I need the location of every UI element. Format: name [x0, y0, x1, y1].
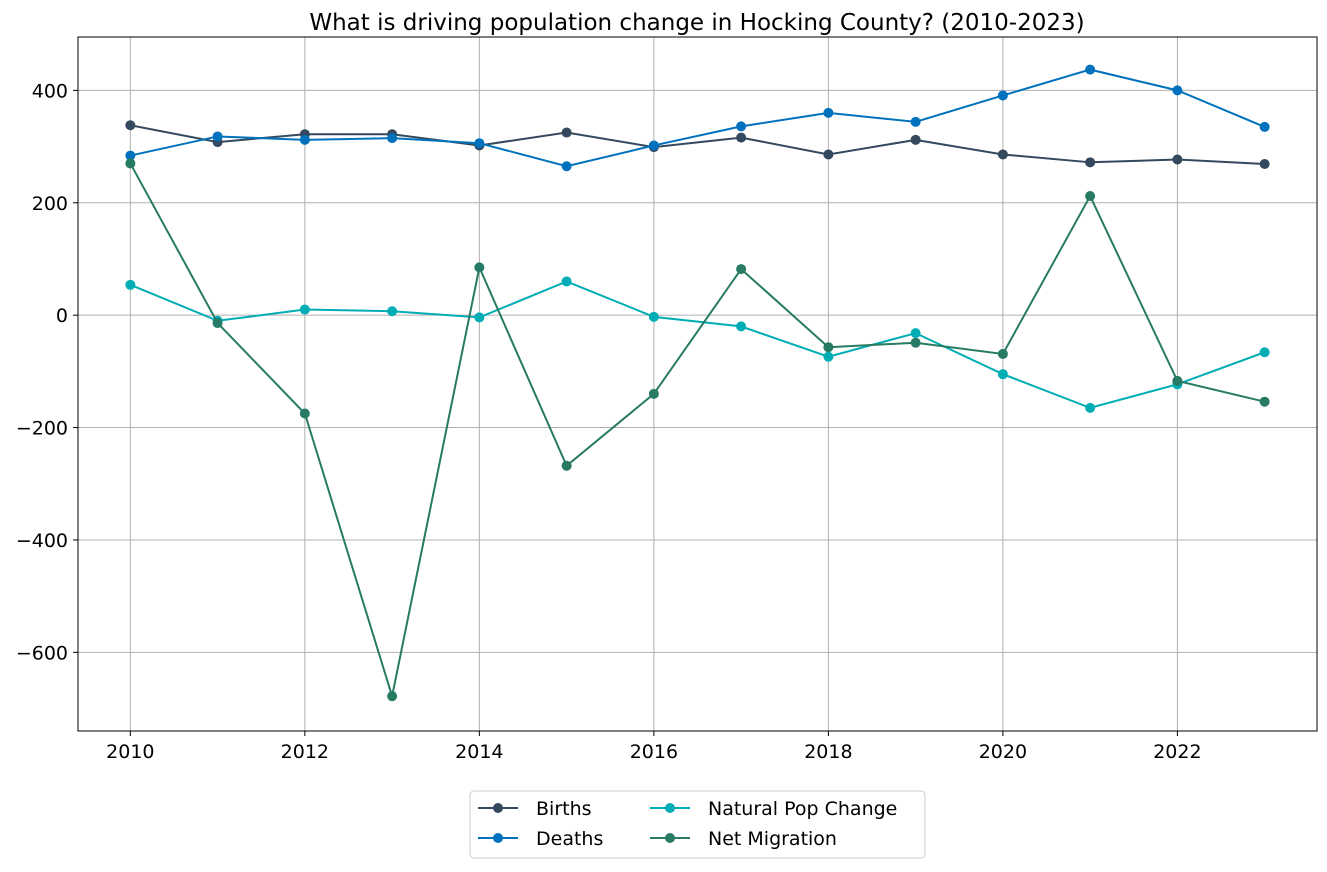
data-point-deaths — [299, 134, 310, 145]
data-point-net-migration — [212, 318, 223, 329]
data-point-net-migration — [823, 342, 834, 353]
legend-item-deaths: Deaths — [478, 828, 603, 850]
legend-swatch-marker — [665, 803, 675, 813]
data-point-net-migration — [561, 460, 572, 471]
data-point-natural-pop-change — [997, 369, 1008, 380]
data-point-deaths — [910, 116, 921, 127]
data-point-natural-pop-change — [387, 306, 398, 317]
legend-swatch-marker — [493, 803, 503, 813]
data-point-net-migration — [1259, 396, 1270, 407]
legend-label: Deaths — [536, 828, 603, 850]
data-point-deaths — [387, 133, 398, 144]
x-tick-label: 2014 — [455, 741, 503, 763]
y-tick-label: −200 — [16, 418, 68, 440]
series-net-migration — [125, 158, 1270, 702]
series-line-births — [130, 124, 1265, 165]
data-point-net-migration — [387, 691, 398, 702]
legend-swatch-marker — [493, 833, 503, 843]
data-point-deaths — [1085, 64, 1096, 75]
data-point-births — [1085, 157, 1096, 168]
x-tick-label: 2018 — [804, 741, 852, 763]
data-point-deaths — [1172, 85, 1183, 96]
y-tick-label: 0 — [56, 305, 68, 327]
plot-frame — [77, 36, 1318, 732]
legend-box — [469, 790, 926, 859]
x-tick-label: 2016 — [630, 741, 678, 763]
data-point-deaths — [212, 131, 223, 142]
data-point-births — [1172, 154, 1183, 165]
data-point-births — [910, 134, 921, 145]
data-point-deaths — [823, 107, 834, 118]
x-tick-label: 2022 — [1153, 741, 1201, 763]
data-point-natural-pop-change — [1085, 402, 1096, 413]
data-point-net-migration — [474, 262, 485, 273]
data-point-natural-pop-change — [1259, 347, 1270, 358]
y-tick-label: 200 — [32, 193, 68, 215]
data-point-births — [823, 149, 834, 160]
data-point-births — [125, 120, 136, 131]
data-point-net-migration — [736, 264, 747, 275]
y-tick-label: 400 — [32, 80, 68, 102]
data-point-natural-pop-change — [299, 304, 310, 315]
grid — [78, 37, 1317, 731]
series-layer — [125, 64, 1270, 702]
data-point-deaths — [997, 90, 1008, 101]
legend-label: Natural Pop Change — [708, 798, 897, 820]
legend-item-births: Births — [478, 798, 592, 820]
data-point-deaths — [648, 140, 659, 151]
series-deaths — [125, 64, 1270, 172]
data-point-natural-pop-change — [561, 276, 572, 287]
data-point-natural-pop-change — [648, 311, 659, 322]
data-point-births — [997, 149, 1008, 160]
data-point-deaths — [736, 121, 747, 132]
data-point-net-migration — [997, 348, 1008, 359]
data-point-births — [1259, 158, 1270, 169]
data-point-net-migration — [648, 388, 659, 399]
series-line-deaths — [130, 68, 1266, 168]
data-point-deaths — [474, 138, 485, 149]
data-point-births — [561, 127, 572, 138]
data-point-deaths — [125, 150, 136, 161]
data-point-natural-pop-change — [474, 312, 485, 323]
data-point-natural-pop-change — [823, 351, 834, 362]
data-point-natural-pop-change — [125, 279, 136, 290]
data-point-deaths — [561, 161, 572, 172]
data-point-net-migration — [125, 158, 136, 169]
axis-ticks: 2010 2012 2014 2016 2018 2020 2022 −600 −400 −200… — [16, 80, 1202, 763]
x-tick-label: 2012 — [281, 741, 329, 763]
legend-label: Net Migration — [708, 828, 837, 850]
x-tick-label: 2020 — [979, 741, 1027, 763]
data-point-net-migration — [299, 408, 310, 419]
legend-item-natural-pop-change: Natural Pop Change — [650, 798, 897, 820]
series-natural-pop-change — [125, 276, 1270, 413]
series-line-net-migration — [129, 162, 1265, 697]
legend-item-net-migration: Net Migration — [650, 828, 837, 850]
data-point-net-migration — [1085, 191, 1096, 202]
chart-title: What is driving population change in Hoc… — [309, 10, 1084, 36]
y-tick-label: −600 — [16, 642, 68, 664]
data-point-births — [736, 132, 747, 143]
data-point-net-migration — [910, 337, 921, 348]
legend-label: Births — [536, 798, 592, 820]
legend: Births Deaths Natural Pop Change Net Migrat… — [469, 790, 926, 859]
series-births — [125, 120, 1270, 169]
data-point-deaths — [1259, 121, 1270, 132]
x-tick-label: 2010 — [106, 741, 154, 763]
series-line-natural-pop-change — [129, 280, 1265, 409]
data-point-natural-pop-change — [736, 321, 747, 332]
data-point-net-migration — [1172, 375, 1183, 386]
y-tick-label: −400 — [16, 530, 68, 552]
legend-swatch-marker — [665, 833, 675, 843]
data-point-natural-pop-change — [910, 328, 921, 339]
